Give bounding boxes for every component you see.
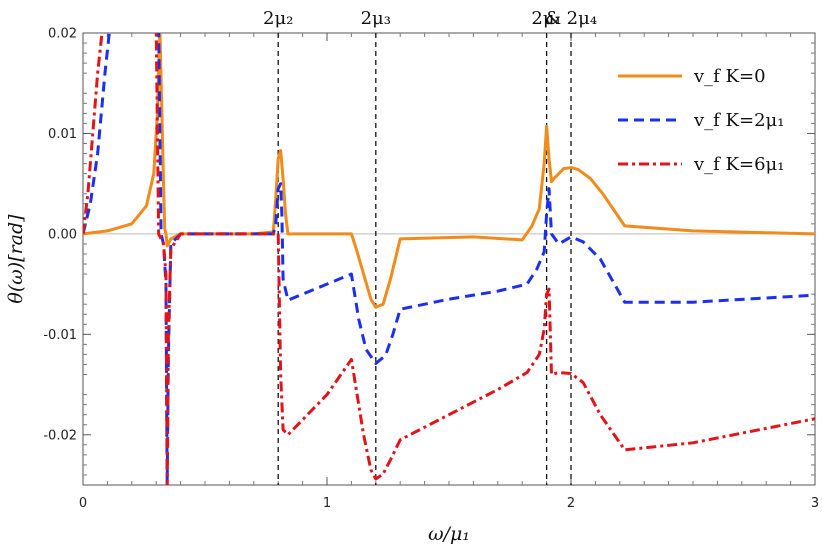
legend-label: v_f K=2μ₁	[693, 110, 784, 131]
reference-line-label: & 2μ₄	[545, 8, 597, 29]
y-tick-label: -0.02	[43, 428, 77, 443]
series-line	[83, 33, 815, 309]
series-lines	[83, 33, 815, 485]
minor-ticks	[83, 33, 815, 485]
reference-lines: 2μ₂ 2μ₃ 2μ₁& 2μ₄	[263, 8, 597, 485]
x-axis-title: ω/μ₁	[428, 523, 470, 545]
reference-line-label: 2μ₃	[361, 8, 391, 29]
major-ticks	[82, 32, 816, 485]
reference-line-label: 2μ₁	[531, 8, 561, 29]
x-tick-label: 1	[323, 496, 331, 511]
series-line	[83, 33, 815, 485]
y-tick-label: 0.02	[48, 27, 77, 42]
y-tick-label: 0.01	[48, 127, 77, 142]
legend: v_f K=0 v_f K=2μ₁ v_f K=6μ₁	[618, 66, 784, 175]
y-axis-title: θ(ω)[rad]	[5, 214, 27, 304]
reference-line-label: 2μ₂	[263, 8, 293, 29]
x-tick-label: 3	[811, 496, 819, 511]
plot-frame	[82, 32, 816, 486]
plot-border	[82, 32, 816, 486]
x-tick-label: 0	[79, 496, 87, 511]
y-tick-label: -0.01	[43, 328, 77, 343]
legend-label: v_f K=0	[693, 66, 766, 87]
tick-labels: 0 1 2 3 -0.02 -0.01 0.00 0.01 0.02	[43, 27, 819, 512]
legend-label: v_f K=6μ₁	[693, 154, 784, 175]
y-tick-label: 0.00	[48, 227, 77, 242]
x-tick-label: 2	[567, 496, 575, 511]
series-line	[83, 33, 815, 485]
